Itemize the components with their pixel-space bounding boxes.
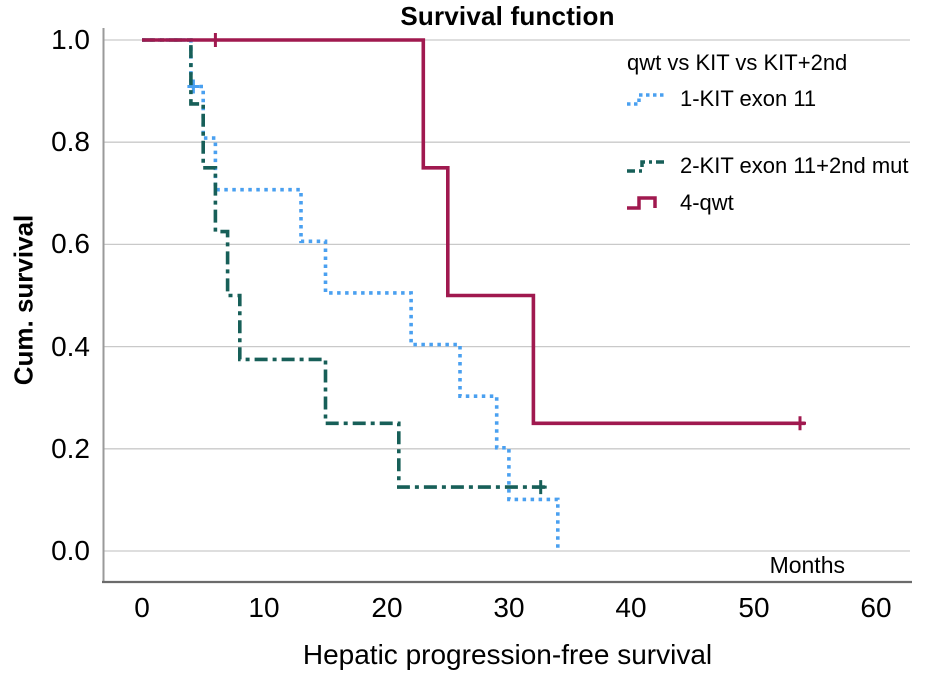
legend-label: 2-KIT exon 11+2nd mut xyxy=(680,153,909,178)
x-tick-label: 60 xyxy=(860,592,892,623)
legend-title: qwt vs KIT vs KIT+2nd xyxy=(627,50,848,75)
x-tick-label: 10 xyxy=(248,592,280,623)
y-tick-label: 0.6 xyxy=(51,228,90,259)
survival-curve-3 xyxy=(142,38,805,426)
dash-dot-step-line-icon xyxy=(627,160,667,173)
x-tick-label: 20 xyxy=(371,592,403,623)
censor-mark xyxy=(534,480,547,495)
x-tick-label: 30 xyxy=(493,592,525,623)
x-tick-label: 0 xyxy=(134,592,150,623)
y-tick-label: 0.4 xyxy=(51,331,90,362)
legend-label: 4-qwt xyxy=(680,190,734,215)
x-axis-title: Hepatic progression-free survival xyxy=(302,639,713,670)
legend-label: 1-KIT exon 11 xyxy=(680,86,817,111)
y-tick-label: 0.0 xyxy=(51,535,90,566)
survival-curve-1 xyxy=(142,38,560,551)
survival-curve-2 xyxy=(142,38,546,489)
dotted-step-line-icon xyxy=(627,93,667,106)
x-tick-label: 50 xyxy=(738,592,770,623)
censor-mark xyxy=(187,79,200,94)
chart-title: Survival function xyxy=(400,1,615,31)
x-axis-unit-label: Months xyxy=(769,552,845,578)
legend-item-kit-exon11: 1-KIT exon 11 xyxy=(626,86,816,112)
solid-step-line-icon xyxy=(627,196,657,210)
legend-item-qwt: 4-qwt xyxy=(626,190,734,216)
legend-item-kit-exon11-2nd: 2-KIT exon 11+2nd mut xyxy=(626,153,909,179)
y-tick-label: 1.0 xyxy=(51,24,90,55)
y-tick-label: 0.2 xyxy=(51,433,90,464)
censor-mark xyxy=(794,416,806,431)
x-tick-label: 40 xyxy=(615,592,647,623)
censor-mark xyxy=(209,33,222,47)
y-tick-label: 0.8 xyxy=(51,126,90,157)
